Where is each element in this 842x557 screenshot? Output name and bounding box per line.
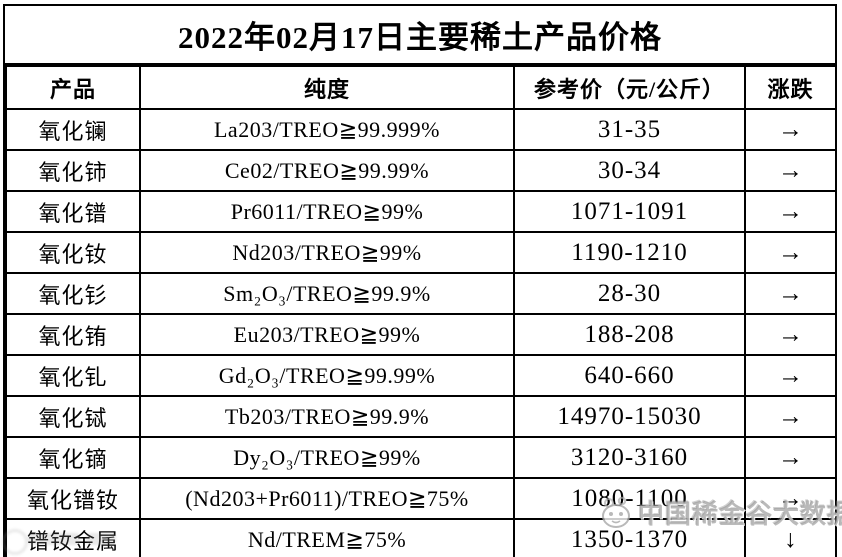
- trend-arrow-cell: →: [744, 272, 837, 315]
- trend-arrow-cell: →: [744, 149, 837, 192]
- product-cell: 氧化铕: [5, 313, 141, 356]
- table-row: 氧化钐 Sm₂O₃/TREO≧99.9% 28-30 →: [5, 272, 837, 315]
- price-sheet: 2022年02月17日主要稀土产品价格 产品 纯度 参考价（元/公斤） 涨跌 氧…: [3, 4, 837, 557]
- product-cell: 氧化钆: [5, 354, 141, 397]
- price-cell: 1080-1100: [513, 477, 746, 520]
- trend-arrow-cell: →: [744, 395, 837, 438]
- price-cell: 1350-1370: [513, 518, 746, 557]
- product-cell: 镨钕金属: [5, 518, 141, 557]
- purity-cell: La203/TREO≧99.999%: [139, 108, 515, 151]
- purity-cell: (Nd203+Pr6011)/TREO≧75%: [139, 477, 515, 520]
- page-title: 2022年02月17日主要稀土产品价格: [5, 6, 835, 65]
- header-price: 参考价（元/公斤）: [513, 65, 746, 110]
- price-cell: 31-35: [513, 108, 746, 151]
- price-cell: 188-208: [513, 313, 746, 356]
- purity-cell: Ce02/TREO≧99.99%: [139, 149, 515, 192]
- product-cell: 氧化镨: [5, 190, 141, 233]
- price-table: 产品 纯度 参考价（元/公斤） 涨跌 氧化镧 La203/TREO≧99.999…: [5, 65, 837, 557]
- table-row: 镨钕金属 Nd/TREM≧75% 1350-1370 ↓: [5, 518, 837, 557]
- table-row: 氧化镧 La203/TREO≧99.999% 31-35 →: [5, 108, 837, 151]
- price-table-body: 氧化镧 La203/TREO≧99.999% 31-35 → 氧化铈 Ce02/…: [5, 108, 837, 557]
- trend-arrow-cell: ↓: [744, 518, 837, 557]
- purity-cell: Dy₂O₃/TREO≧99%: [139, 436, 515, 479]
- header-change: 涨跌: [744, 65, 837, 110]
- product-cell: 氧化铽: [5, 395, 141, 438]
- price-cell: 28-30: [513, 272, 746, 315]
- purity-cell: Nd/TREM≧75%: [139, 518, 515, 557]
- product-cell: 氧化铈: [5, 149, 141, 192]
- header-purity: 纯度: [139, 65, 515, 110]
- table-row: 氧化铽 Tb203/TREO≧99.9% 14970-15030 →: [5, 395, 837, 438]
- price-cell: 1071-1091: [513, 190, 746, 233]
- trend-arrow-cell: →: [744, 436, 837, 479]
- trend-arrow-cell: →: [744, 108, 837, 151]
- purity-cell: Gd₂O₃/TREO≧99.99%: [139, 354, 515, 397]
- price-cell: 30-34: [513, 149, 746, 192]
- table-row: 氧化铕 Eu203/TREO≧99% 188-208 →: [5, 313, 837, 356]
- purity-cell: Pr6011/TREO≧99%: [139, 190, 515, 233]
- product-cell: 氧化镧: [5, 108, 141, 151]
- table-row: 氧化镝 Dy₂O₃/TREO≧99% 3120-3160 →: [5, 436, 837, 479]
- trend-arrow-cell: →: [744, 354, 837, 397]
- trend-arrow-cell: →: [744, 190, 837, 233]
- header-row: 产品 纯度 参考价（元/公斤） 涨跌: [5, 65, 837, 110]
- trend-arrow-cell: →: [744, 477, 837, 520]
- header-product: 产品: [5, 65, 141, 110]
- product-cell: 氧化镨钕: [5, 477, 141, 520]
- table-row: 氧化镨 Pr6011/TREO≧99% 1071-1091 →: [5, 190, 837, 233]
- table-row: 氧化镨钕 (Nd203+Pr6011)/TREO≧75% 1080-1100 →: [5, 477, 837, 520]
- price-cell: 1190-1210: [513, 231, 746, 274]
- trend-arrow-cell: →: [744, 313, 837, 356]
- product-cell: 氧化钐: [5, 272, 141, 315]
- table-row: 氧化钕 Nd203/TREO≧99% 1190-1210 →: [5, 231, 837, 274]
- purity-cell: Nd203/TREO≧99%: [139, 231, 515, 274]
- purity-cell: Tb203/TREO≧99.9%: [139, 395, 515, 438]
- price-cell: 640-660: [513, 354, 746, 397]
- purity-cell: Eu203/TREO≧99%: [139, 313, 515, 356]
- purity-cell: Sm₂O₃/TREO≧99.9%: [139, 272, 515, 315]
- product-cell: 氧化镝: [5, 436, 141, 479]
- product-cell: 氧化钕: [5, 231, 141, 274]
- price-cell: 14970-15030: [513, 395, 746, 438]
- table-row: 氧化钆 Gd₂O₃/TREO≧99.99% 640-660 →: [5, 354, 837, 397]
- price-cell: 3120-3160: [513, 436, 746, 479]
- table-row: 氧化铈 Ce02/TREO≧99.99% 30-34 →: [5, 149, 837, 192]
- trend-arrow-cell: →: [744, 231, 837, 274]
